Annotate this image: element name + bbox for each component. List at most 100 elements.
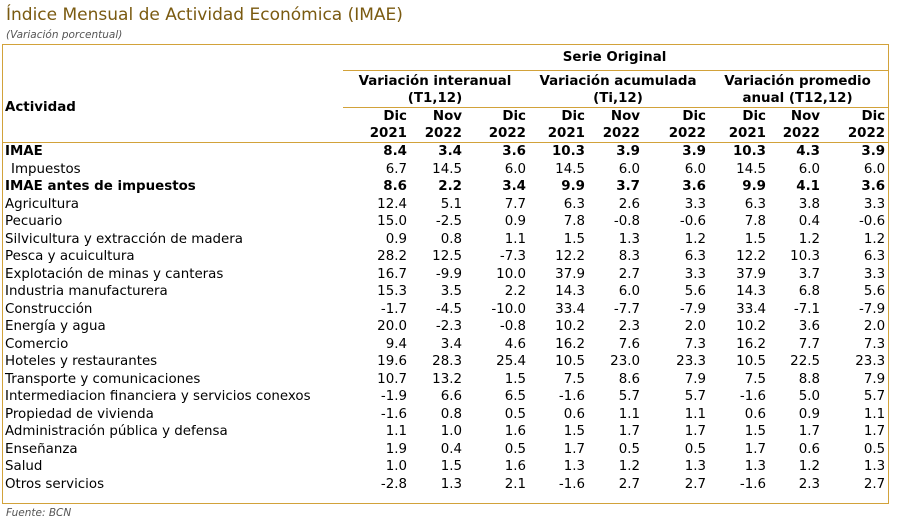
group-line2: anual (T12,12) — [742, 91, 853, 106]
value-cell: 1.5 — [563, 231, 585, 247]
table-row: IMAE 8.4 3.4 3.6 10.3 3.9 3.9 10.3 4.3 3.9 — [3, 143, 888, 161]
value-cell: 1.7 — [863, 424, 886, 439]
value-cell: 6.0 — [504, 161, 526, 177]
value-cell: 1.7 — [744, 441, 766, 457]
value-cell: 0.5 — [684, 441, 706, 457]
value-cell: 0.9 — [385, 231, 407, 247]
value-cell: 6.0 — [618, 161, 640, 177]
value-cell: -7.9 — [858, 301, 886, 317]
table-title: Índice Mensual de Actividad Económica (I… — [6, 5, 403, 25]
value-cell: -9.9 — [435, 266, 462, 282]
value-cell: 12.4 — [377, 196, 407, 212]
value-cell: -1.6 — [380, 406, 407, 422]
group-header-interanual: Variación interanual (T1,12) — [343, 70, 529, 108]
value-cell: 6.0 — [863, 161, 886, 177]
value-cell: 2.6 — [618, 196, 640, 212]
value-cell: -10.0 — [491, 301, 526, 317]
value-cell: 8.4 — [383, 144, 407, 159]
group-line1: Variación acumulada — [539, 74, 697, 89]
period-header: Nov 2022 — [588, 108, 643, 143]
value-cell: 1.3 — [563, 459, 585, 474]
value-cell: 1.5 — [440, 459, 462, 474]
value-cell: 1.1 — [504, 231, 526, 247]
row-label: Hoteles y restaurantes — [5, 354, 158, 369]
value-cell: 3.3 — [684, 196, 706, 212]
value-cell: 1.3 — [684, 459, 706, 474]
row-label: Enseñanza — [5, 441, 78, 457]
table-row: Energía y agua 20.0 -2.3 -0.8 10.2 2.3 2.0 10.2… — [3, 318, 888, 336]
value-cell: 16.7 — [377, 266, 407, 282]
value-cell: 5.7 — [684, 389, 706, 404]
value-cell: 1.1 — [618, 406, 640, 422]
value-cell: 6.3 — [563, 196, 585, 212]
value-cell: 0.6 — [563, 406, 585, 422]
value-cell: 0.9 — [504, 214, 526, 229]
table-row: Agricultura 12.4 5.1 7.7 6.3 2.6 3.3 6.3 3.8 3.3 — [3, 196, 888, 214]
row-label: Administración pública y defensa — [5, 424, 228, 439]
value-cell: 3.3 — [863, 196, 886, 212]
value-cell: 9.9 — [742, 179, 766, 194]
value-cell: 5.6 — [684, 284, 706, 299]
value-cell: 9.9 — [561, 179, 585, 194]
value-cell: 2.0 — [684, 319, 706, 334]
value-cell: 5.0 — [798, 389, 820, 404]
value-cell: -1.6 — [558, 389, 585, 404]
row-label: Transporte y comunicaciones — [5, 371, 201, 387]
row-label: Construcción — [5, 301, 93, 317]
value-cell: 0.4 — [440, 441, 462, 457]
table-row: Impuestos 6.7 14.5 6.0 14.5 6.0 6.0 14.5 6.0 6.0 — [3, 161, 888, 179]
period-header: Dic 2021 — [343, 108, 410, 143]
value-cell: 3.9 — [861, 144, 886, 159]
value-cell: 6.0 — [684, 161, 706, 177]
value-cell: 7.8 — [744, 214, 766, 229]
row-label: Propiedad de vivienda — [5, 406, 154, 422]
period-month: Nov — [432, 109, 462, 124]
value-cell: 5.7 — [618, 389, 640, 404]
value-cell: 1.6 — [504, 424, 526, 439]
value-cell: 0.5 — [618, 441, 640, 457]
value-cell: -0.6 — [858, 214, 886, 229]
value-cell: 3.8 — [798, 196, 820, 212]
period-year: 2022 — [847, 126, 886, 141]
period-month: Nov — [610, 109, 640, 124]
value-cell: 3.4 — [440, 336, 462, 352]
period-year: 2021 — [728, 126, 766, 141]
value-cell: 1.7 — [798, 424, 820, 439]
value-cell: 1.7 — [618, 424, 640, 439]
value-cell: 12.2 — [736, 249, 766, 264]
table-row: Enseñanza 1.9 0.4 0.5 1.7 0.5 0.5 1.7 0.6 0.5 — [3, 441, 888, 459]
period-month: Dic — [742, 109, 766, 124]
value-cell: 6.3 — [684, 249, 706, 264]
value-cell: 0.6 — [744, 406, 766, 422]
value-cell: 5.6 — [863, 284, 886, 299]
value-cell: 10.3 — [732, 144, 766, 159]
period-year: 2021 — [369, 126, 407, 141]
value-cell: 4.3 — [796, 144, 820, 159]
value-cell: 10.5 — [555, 354, 585, 369]
value-cell: 2.7 — [684, 476, 706, 492]
value-cell: 37.9 — [555, 266, 585, 282]
group-line2: (T1,12) — [407, 91, 463, 106]
period-year: 2022 — [602, 126, 640, 141]
value-cell: 1.2 — [618, 459, 640, 474]
value-cell: 10.2 — [736, 319, 766, 334]
value-cell: 7.6 — [618, 336, 640, 352]
period-month: Nov — [790, 109, 820, 124]
value-cell: 2.7 — [863, 476, 886, 492]
value-cell: 1.5 — [563, 424, 585, 439]
table-row: Administración pública y defensa 1.1 1.0 1.… — [3, 423, 888, 441]
value-cell: -2.3 — [435, 319, 462, 334]
value-cell: 1.1 — [385, 424, 407, 439]
value-cell: 7.7 — [798, 336, 820, 352]
value-cell: 1.6 — [504, 459, 526, 474]
period-month: Dic — [502, 109, 526, 124]
value-cell: 3.3 — [863, 266, 886, 282]
value-cell: 6.6 — [440, 389, 462, 404]
value-cell: 1.3 — [440, 476, 462, 492]
group-header-acumulada: Variación acumulada (Ti,12) — [529, 70, 709, 108]
period-year: 2021 — [547, 126, 585, 141]
row-label: Pesca y acuicultura — [5, 249, 135, 264]
value-cell: 7.8 — [563, 214, 585, 229]
value-cell: 1.3 — [618, 231, 640, 247]
value-cell: 10.3 — [790, 249, 820, 264]
